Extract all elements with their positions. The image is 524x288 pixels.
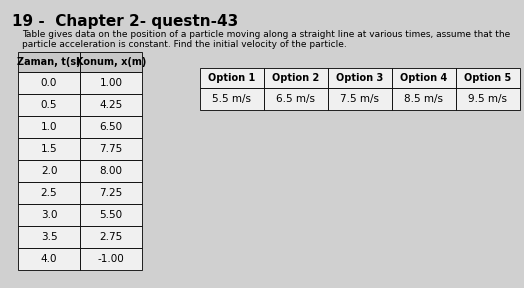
Text: 4.25: 4.25 bbox=[100, 100, 123, 110]
Bar bbox=[80, 72, 142, 94]
Text: 7.75: 7.75 bbox=[100, 144, 123, 154]
Text: 0.0: 0.0 bbox=[41, 78, 57, 88]
Text: -1.00: -1.00 bbox=[97, 254, 124, 264]
Text: 19 -  Chapter 2- questn-43: 19 - Chapter 2- questn-43 bbox=[12, 14, 238, 29]
Bar bbox=[18, 94, 80, 116]
Bar bbox=[80, 160, 142, 182]
Bar bbox=[392, 68, 456, 88]
Text: Konum, x(m): Konum, x(m) bbox=[76, 57, 146, 67]
Text: 6.50: 6.50 bbox=[100, 122, 123, 132]
Bar bbox=[328, 88, 392, 110]
Text: 2.5: 2.5 bbox=[41, 188, 57, 198]
Bar bbox=[80, 52, 142, 72]
Text: 5.5 m/s: 5.5 m/s bbox=[213, 94, 252, 104]
Text: 9.5 m/s: 9.5 m/s bbox=[468, 94, 508, 104]
Text: Table gives data on the position of a particle moving along a straight line at v: Table gives data on the position of a pa… bbox=[22, 30, 510, 39]
Text: 6.5 m/s: 6.5 m/s bbox=[277, 94, 315, 104]
Text: Option 1: Option 1 bbox=[209, 73, 256, 83]
Text: 3.0: 3.0 bbox=[41, 210, 57, 220]
Bar bbox=[200, 88, 264, 110]
Bar bbox=[392, 88, 456, 110]
Bar bbox=[18, 72, 80, 94]
Text: 3.5: 3.5 bbox=[41, 232, 57, 242]
Text: particle acceleration is constant. Find the initial velocity of the particle.: particle acceleration is constant. Find … bbox=[22, 40, 347, 49]
Bar bbox=[18, 160, 80, 182]
Bar bbox=[18, 138, 80, 160]
Bar bbox=[80, 116, 142, 138]
Text: 7.25: 7.25 bbox=[100, 188, 123, 198]
Text: Zaman, t(s): Zaman, t(s) bbox=[17, 57, 81, 67]
Text: Option 4: Option 4 bbox=[400, 73, 447, 83]
Bar bbox=[18, 226, 80, 248]
Text: 4.0: 4.0 bbox=[41, 254, 57, 264]
Bar bbox=[80, 182, 142, 204]
Text: 1.00: 1.00 bbox=[100, 78, 123, 88]
Bar bbox=[264, 88, 328, 110]
Bar bbox=[18, 116, 80, 138]
Text: 0.5: 0.5 bbox=[41, 100, 57, 110]
Text: 5.50: 5.50 bbox=[100, 210, 123, 220]
Bar bbox=[328, 68, 392, 88]
Text: 1.0: 1.0 bbox=[41, 122, 57, 132]
Text: 2.75: 2.75 bbox=[100, 232, 123, 242]
Bar bbox=[18, 204, 80, 226]
Bar bbox=[200, 68, 264, 88]
Text: Option 2: Option 2 bbox=[272, 73, 320, 83]
Text: 8.00: 8.00 bbox=[100, 166, 123, 176]
Text: 2.0: 2.0 bbox=[41, 166, 57, 176]
Bar bbox=[80, 248, 142, 270]
Bar bbox=[80, 94, 142, 116]
Bar bbox=[264, 68, 328, 88]
Text: Option 5: Option 5 bbox=[464, 73, 511, 83]
Text: 7.5 m/s: 7.5 m/s bbox=[341, 94, 379, 104]
Bar bbox=[18, 182, 80, 204]
Bar bbox=[80, 138, 142, 160]
Bar bbox=[80, 204, 142, 226]
Text: Option 3: Option 3 bbox=[336, 73, 384, 83]
Bar bbox=[18, 52, 80, 72]
Bar bbox=[456, 68, 520, 88]
Bar bbox=[18, 248, 80, 270]
Text: 1.5: 1.5 bbox=[41, 144, 57, 154]
Bar bbox=[80, 226, 142, 248]
Bar bbox=[456, 88, 520, 110]
Text: 8.5 m/s: 8.5 m/s bbox=[405, 94, 443, 104]
